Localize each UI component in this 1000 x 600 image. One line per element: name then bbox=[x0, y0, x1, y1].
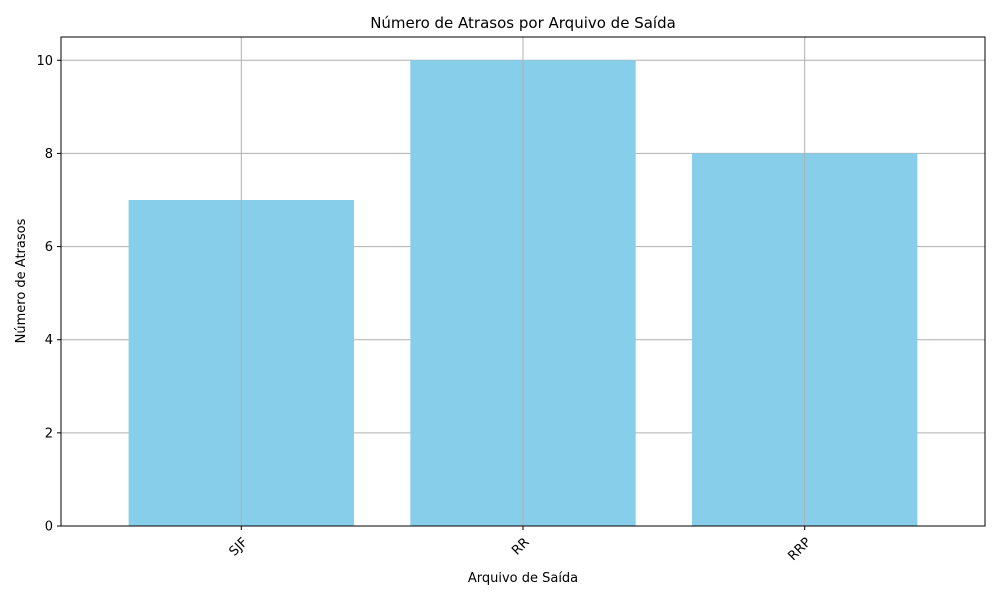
x-tick-label: RRP bbox=[785, 535, 814, 564]
x-axis-label: Arquivo de Saída bbox=[468, 571, 578, 586]
y-tick-label: 8 bbox=[45, 147, 53, 162]
y-tick-label: 4 bbox=[45, 333, 53, 348]
x-gridlines bbox=[240, 37, 806, 526]
y-axis-label: Número de Atrasos bbox=[14, 218, 29, 343]
chart-title: Número de Atrasos por Arquivo de Saída bbox=[370, 14, 676, 32]
y-tick-label: 6 bbox=[45, 240, 53, 255]
y-tick-label: 0 bbox=[45, 520, 53, 535]
x-tick-label: RR bbox=[509, 535, 532, 558]
x-tick-label: SJF bbox=[226, 535, 250, 559]
y-axis-ticks: 0 2 4 6 8 10 bbox=[36, 54, 61, 535]
y-tick-label: 2 bbox=[45, 426, 53, 441]
x-axis-ticks: SJF RR RRP bbox=[226, 526, 814, 564]
y-tick-label: 10 bbox=[36, 54, 53, 69]
